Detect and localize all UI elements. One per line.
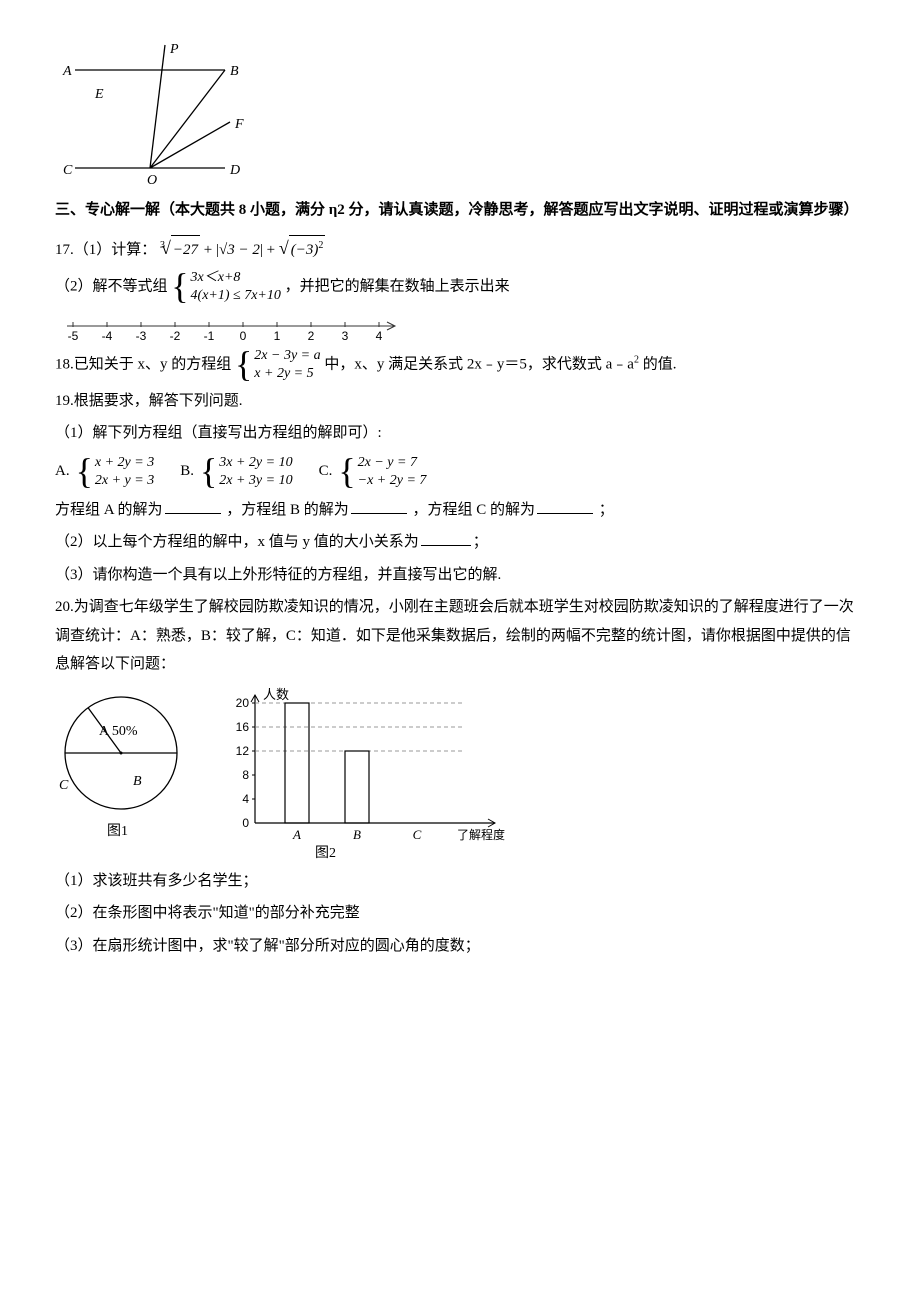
svg-text:图1: 图1 [107,824,128,839]
svg-text:F: F [234,117,244,132]
q17-part1: 17.（1）计算： 3√−27 + |√3 − 2| + √(−3)2 [55,231,865,265]
svg-text:-2: -2 [170,329,181,343]
svg-text:0: 0 [242,816,249,830]
blank-relation [421,529,471,547]
svg-text:人数: 人数 [263,687,289,702]
svg-text:4: 4 [376,329,383,343]
q17-sys2: 4(x+1) ≤ 7x+10 [191,287,281,305]
q17-part2: （2）解不等式组 { 3x＜x+8 4(x+1) ≤ 7x+10 ，并把它的解集… [55,269,865,305]
svg-text:16: 16 [236,720,250,734]
q19-systems-row: A. { x + 2y = 3 2x + y = 3 B. { 3x + 2y … [55,454,865,490]
q17-p2-suffix: ，并把它的解集在数轴上表示出来 [285,278,510,294]
svg-text:-1: -1 [204,329,215,343]
q19-A1: x + 2y = 3 [95,454,154,472]
section-3-title: 三、专心解一解（本大题共 8 小题，满分 η2 分，请认真读题，冷静思考，解答题… [55,196,865,225]
q20-q2: （2）在条形图中将表示"知道"的部分补充完整 [55,899,865,928]
svg-text:了解程度: 了解程度 [457,827,505,842]
svg-text:P: P [169,42,179,57]
q17-p2-prefix: （2）解不等式组 [55,278,168,294]
svg-text:C: C [413,827,422,842]
svg-text:2: 2 [308,329,315,343]
blank-A [165,496,221,514]
q18-sys1: 2x − 3y = a [254,347,320,365]
number-line: -5 -4 -3 -2 -1 0 1 2 3 4 [55,309,865,343]
q18-suffix: 的值. [639,356,677,372]
svg-text:C: C [63,163,73,178]
q17-expression: 3√−27 + |√3 − 2| + √(−3)2 [160,242,325,258]
q20-q1: （1）求该班共有多少名学生； [55,867,865,896]
pie-chart: A 50% B C 图1 [55,683,195,853]
q19-ans-b: ，方程组 B 的解为 [226,502,349,518]
svg-text:-5: -5 [68,329,79,343]
svg-text:B: B [230,64,239,79]
q19-ans-end: ； [599,502,614,518]
q19-B-label: B. [180,457,194,486]
svg-text:-3: -3 [136,329,147,343]
q19-l3b: ； [473,534,488,550]
q19-l2: （1）解下列方程组（直接写出方程组的解即可）: [55,419,865,448]
svg-text:B: B [353,827,361,842]
q18-middle: 中，x、y 满足关系式 2x﹣y＝5，求代数式 a﹣a [324,356,634,372]
q19-ans-c: ，方程组 C 的解为 [413,502,536,518]
svg-text:D: D [229,163,240,178]
q19-C1: 2x − y = 7 [358,454,427,472]
q19-l4: （3）请你构造一个具有以上外形特征的方程组，并直接写出它的解. [55,561,865,590]
svg-text:图2: 图2 [315,846,336,861]
q19-C-sys: { 2x − y = 7 −x + 2y = 7 [338,454,426,490]
svg-text:3: 3 [342,329,349,343]
q19-answers: 方程组 A 的解为 ，方程组 B 的解为 ，方程组 C 的解为 ； [55,496,865,525]
svg-text:B: B [133,774,142,789]
svg-text:-4: -4 [102,329,113,343]
q20-q3: （3）在扇形统计图中，求"较了解"部分所对应的圆心角的度数； [55,932,865,961]
q19-A2: 2x + y = 3 [95,472,154,490]
q19-B-sys: { 3x + 2y = 10 2x + 3y = 10 [200,454,293,490]
svg-text:E: E [94,87,104,102]
svg-text:A: A [292,827,301,842]
q19-B1: 3x + 2y = 10 [219,454,292,472]
q17-prefix: 17.（1）计算： [55,242,156,258]
q19-l1: 19.根据要求，解答下列问题. [55,387,865,416]
q20-charts-row: A 50% B C 图1 人数 4 8 12 16 20 0 A B C 了解程度图2 [55,683,865,863]
q18-prefix: 18.已知关于 x、y 的方程组 [55,356,231,372]
q19-C-label: C. [319,457,333,486]
bar-chart: 人数 4 8 12 16 20 0 A B C 了解程度图2 [215,683,515,863]
q18-system: { 2x − 3y = a x + 2y = 5 [235,347,321,383]
geometry-figure: O C D A B P F E [55,40,865,190]
svg-text:C: C [59,778,69,793]
q19-B2: 2x + 3y = 10 [219,472,292,490]
svg-text:A 50%: A 50% [99,724,138,739]
q19-ans-a: 方程组 A 的解为 [55,502,163,518]
svg-text:0: 0 [240,329,247,343]
svg-text:8: 8 [242,768,249,782]
blank-C [537,496,593,514]
svg-text:1: 1 [274,329,281,343]
q19-A-sys: { x + 2y = 3 2x + y = 3 [76,454,155,490]
q20-l1: 20.为调查七年级学生了解校园防欺凌知识的情况，小刚在主题班会后就本班学生对校园… [55,593,865,679]
q19-l3a: （2）以上每个方程组的解中，x 值与 y 值的大小关系为 [55,534,419,550]
q19-C2: −x + 2y = 7 [358,472,427,490]
svg-text:12: 12 [236,744,250,758]
svg-text:O: O [147,173,157,188]
svg-text:20: 20 [236,696,250,710]
svg-text:A: A [62,64,72,79]
q18-sys2: x + 2y = 5 [254,365,320,383]
q19-A-label: A. [55,457,70,486]
q18: 18.已知关于 x、y 的方程组 { 2x − 3y = a x + 2y = … [55,347,865,383]
q17-sys1: 3x＜x+8 [191,269,281,287]
blank-B [351,496,407,514]
svg-text:4: 4 [242,792,249,806]
q19-l3: （2）以上每个方程组的解中，x 值与 y 值的大小关系为 ； [55,528,865,557]
q17-system: { 3x＜x+8 4(x+1) ≤ 7x+10 [171,269,281,305]
